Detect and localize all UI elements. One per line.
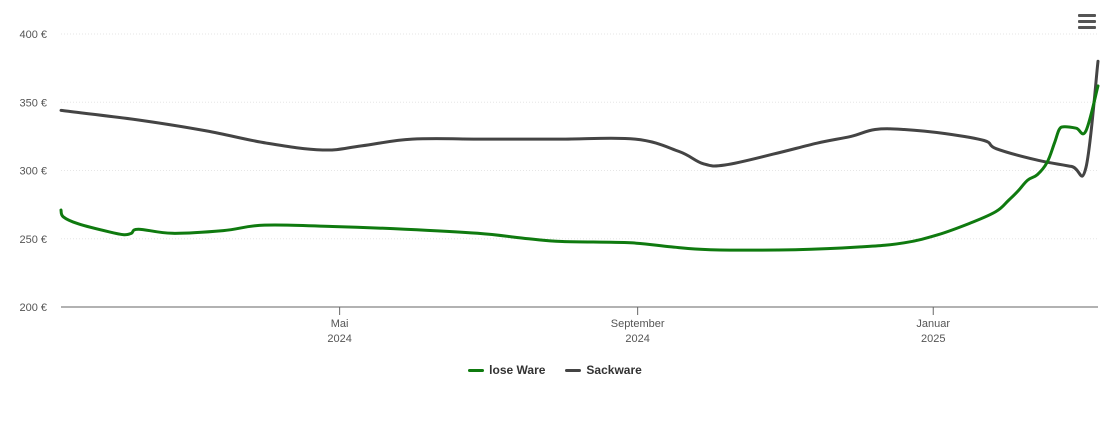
y-axis: 200 € 250 € 300 € 350 € 400 € <box>19 29 47 314</box>
legend-label-sackware: Sackware <box>586 363 642 377</box>
series-line-lose-ware[interactable] <box>59 84 1100 252</box>
legend-swatch-lose-ware <box>468 368 485 372</box>
y-tick-label: 300 € <box>19 166 47 178</box>
x-tick-label: Januar <box>916 318 950 330</box>
hamburger-menu-icon-bar <box>1078 19 1096 23</box>
legend-item-lose-ware[interactable]: lose Ware <box>468 363 545 377</box>
hamburger-menu-icon <box>1078 13 1096 17</box>
y-tick-label: 400 € <box>19 29 47 41</box>
x-tick-label: Mai <box>331 318 349 330</box>
series-line-sackware[interactable] <box>59 59 1100 178</box>
legend-item-sackware[interactable]: Sackware <box>565 363 642 377</box>
legend: lose Ware Sackware <box>0 363 1110 377</box>
legend-swatch-sackware <box>565 368 582 372</box>
x-axis: Mai 2024 September 2024 Januar 2025 <box>61 306 1098 345</box>
x-tick-label-year: 2024 <box>625 333 649 345</box>
x-tick-label-year: 2025 <box>921 333 945 345</box>
y-tick-label: 200 € <box>19 302 47 314</box>
grid <box>61 33 1098 240</box>
y-tick-label: 350 € <box>19 97 47 109</box>
hamburger-menu-icon-bar <box>1078 25 1096 29</box>
x-tick-label: September <box>611 318 665 330</box>
x-tick-label-year: 2024 <box>327 333 351 345</box>
series-lines <box>59 59 1100 252</box>
legend-label-lose-ware: lose Ware <box>489 363 546 377</box>
chart-menu-button[interactable] <box>1078 12 1098 30</box>
y-tick-label: 250 € <box>19 234 47 246</box>
